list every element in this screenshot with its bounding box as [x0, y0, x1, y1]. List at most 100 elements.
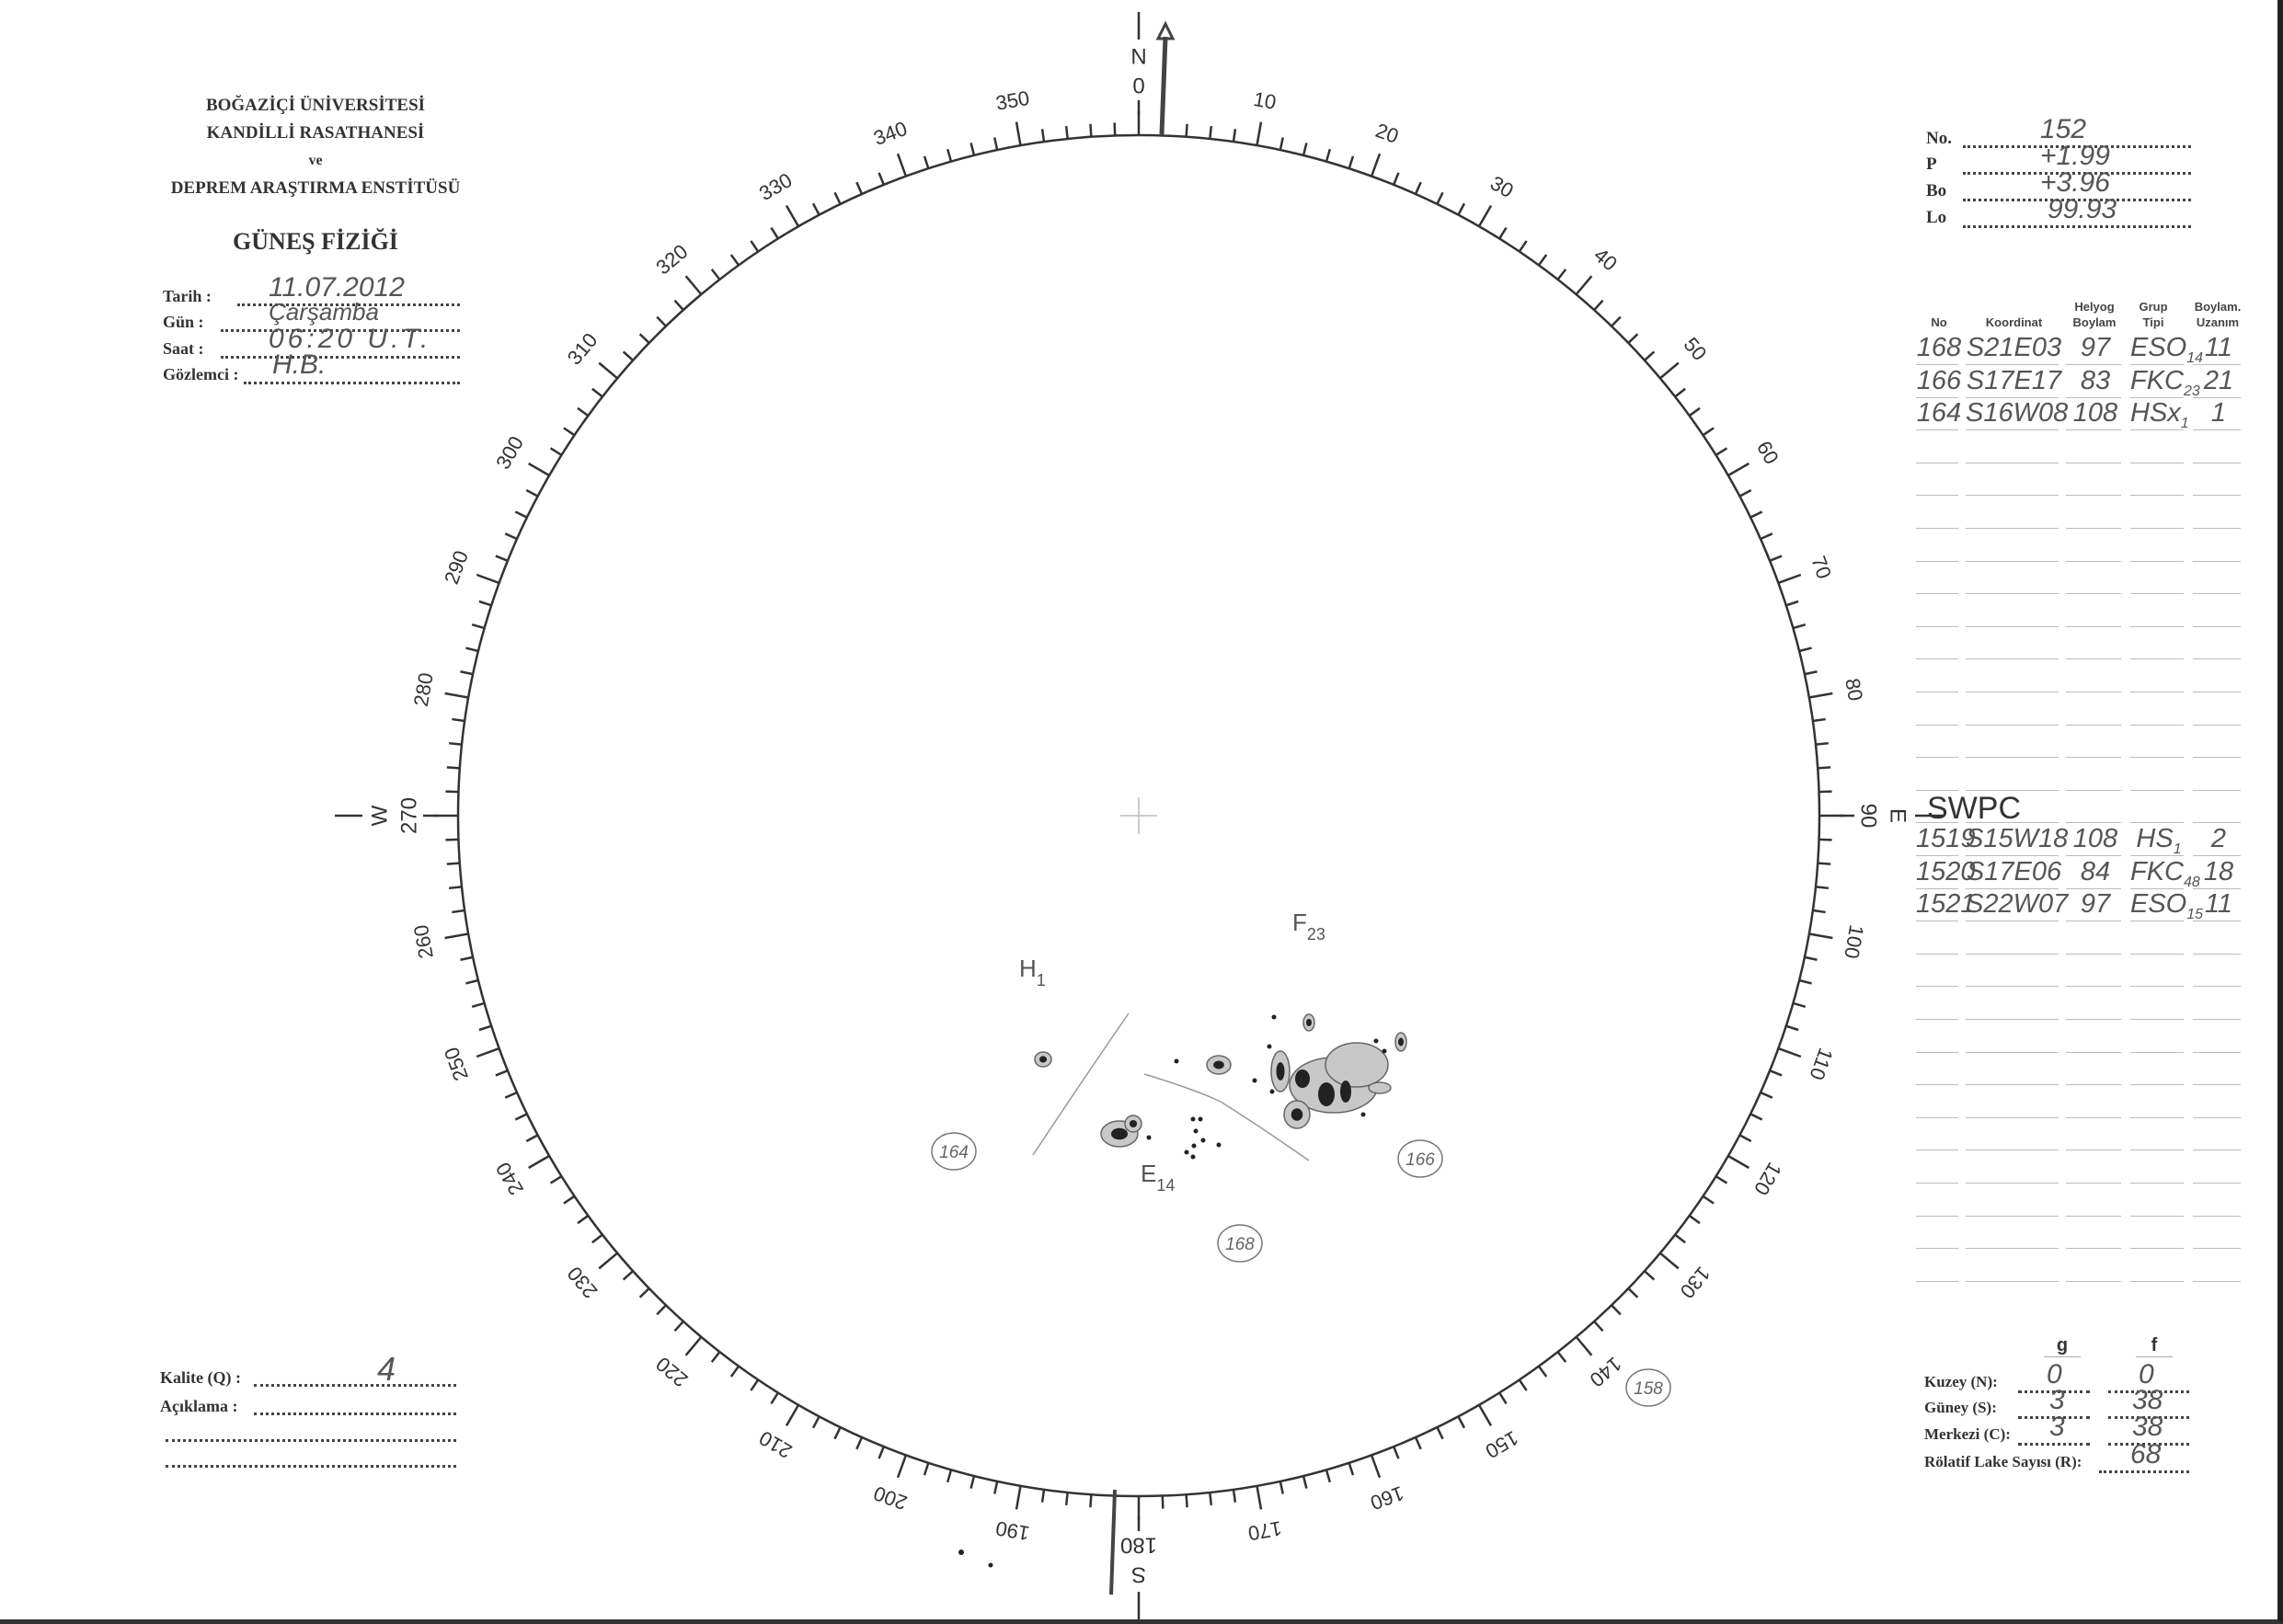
degree-label: 130	[1676, 1263, 1715, 1303]
cell-no[interactable]: 168	[1916, 333, 1962, 363]
pore	[1252, 1078, 1257, 1083]
group-count: 23	[1307, 925, 1325, 944]
degree-tick	[444, 692, 469, 699]
cell-coord[interactable]: S22W07	[1966, 889, 2068, 920]
p-value[interactable]: +1.99	[2040, 141, 2110, 171]
no-value[interactable]: 152	[2040, 114, 2087, 144]
relative-number-value[interactable]: 68	[2130, 1439, 2162, 1470]
table-rule	[2130, 528, 2184, 529]
degree-tick	[1674, 1233, 1686, 1244]
table-rule	[2130, 1149, 2184, 1151]
cell-type[interactable]: ESO14	[2130, 333, 2203, 367]
cell-helio[interactable]: 108	[2066, 398, 2125, 429]
degree-tick	[1537, 254, 1548, 267]
cell-type[interactable]: FKC23	[2130, 366, 2200, 400]
table-rule	[2130, 1248, 2184, 1250]
cell-type[interactable]: HS1	[2130, 824, 2187, 858]
cell-no[interactable]: 1521	[1916, 889, 1976, 920]
cell-helio[interactable]: 108	[2066, 824, 2125, 854]
cell-extent[interactable]: 2	[2193, 824, 2244, 854]
degree-tick	[495, 1069, 509, 1077]
degree-tick	[598, 1252, 618, 1270]
center-f-value[interactable]: 38	[2132, 1412, 2163, 1442]
cell-helio[interactable]: 83	[2066, 366, 2125, 396]
table-rule	[2066, 724, 2121, 726]
table-rule	[2193, 1019, 2241, 1020]
cell-helio-text: 108	[2072, 824, 2118, 853]
cell-extent[interactable]: 18	[2193, 857, 2244, 887]
degree-label: 340	[870, 117, 910, 150]
south-f-value[interactable]: 38	[2132, 1385, 2163, 1415]
degree-tick	[1498, 1391, 1508, 1405]
degree-tick	[946, 1469, 953, 1483]
table-rule	[2193, 495, 2241, 497]
table-rule	[2066, 757, 2121, 759]
day-value[interactable]: Çarşamba	[269, 298, 379, 326]
quality-line	[254, 1384, 456, 1387]
degree-label: 70	[1807, 553, 1836, 582]
lo-value[interactable]: 99.93	[2048, 194, 2117, 224]
remark-line-2[interactable]	[166, 1439, 456, 1442]
remark-line-3[interactable]	[166, 1465, 456, 1468]
remark-line-1[interactable]	[254, 1412, 456, 1415]
degree-tick	[1064, 1492, 1069, 1506]
degree-tick	[1414, 1436, 1422, 1450]
degree-label: 160	[1368, 1481, 1407, 1515]
cell-coord[interactable]: S15W18	[1966, 824, 2068, 854]
cell-type[interactable]: HSx1	[2130, 398, 2189, 432]
degree-tick	[855, 1436, 864, 1450]
degree-label: 190	[994, 1516, 1032, 1545]
south-label: Güney (S):	[1924, 1399, 1997, 1416]
cell-coord[interactable]: S21E03	[1966, 333, 2062, 363]
sunspot-umbra	[1129, 1119, 1138, 1128]
observer-value[interactable]: H.B.	[272, 349, 327, 380]
pore	[1200, 1138, 1206, 1143]
cell-coord[interactable]: S16W08	[1966, 398, 2068, 429]
cell-type[interactable]: FKC48	[2130, 857, 2200, 891]
cell-coord[interactable]: S17E06	[1966, 857, 2062, 887]
south-g-value[interactable]: 3	[2049, 1385, 2065, 1415]
cell-no[interactable]: 166	[1916, 366, 1962, 396]
cell-helio[interactable]: 84	[2066, 857, 2125, 887]
table-rule	[2066, 1084, 2121, 1086]
center-label: Merkezi (C):	[1924, 1425, 2011, 1443]
degree-tick	[465, 978, 479, 985]
circled-group-164-circle	[931, 1132, 977, 1171]
north-g-value[interactable]: 0	[2047, 1359, 2062, 1390]
table-rule	[1916, 528, 1958, 529]
degree-tick	[527, 1154, 550, 1170]
cell-no[interactable]: 164	[1916, 398, 1962, 429]
pore	[1174, 1058, 1179, 1064]
p-line	[1963, 172, 2191, 175]
center-g-value[interactable]: 3	[2049, 1412, 2065, 1442]
degree-tick	[878, 1446, 885, 1459]
cardinal-marker-s: 180 S	[1120, 1516, 1157, 1619]
time-value[interactable]: 06:20 U.T.	[269, 324, 432, 354]
no-line	[1963, 145, 2191, 148]
axis-arrow-icon	[1155, 20, 1176, 40]
cell-extent[interactable]: 21	[2193, 366, 2244, 396]
cell-no[interactable]: 1520	[1916, 857, 1976, 887]
cell-extent[interactable]: 11	[2193, 889, 2244, 920]
degree-tick	[896, 1454, 908, 1479]
table-rule	[2066, 1149, 2121, 1151]
cell-no[interactable]: 1519	[1916, 824, 1976, 854]
cell-extent[interactable]: 1	[2193, 398, 2244, 429]
north-f-value[interactable]: 0	[2139, 1359, 2154, 1390]
cell-coord-text: S16W08	[1966, 398, 2069, 429]
cell-extent[interactable]: 11	[2193, 333, 2244, 363]
date-value[interactable]: 11.07.2012	[269, 272, 405, 303]
cell-coord[interactable]: S17E17	[1966, 366, 2062, 396]
degree-tick	[923, 1462, 930, 1476]
cell-type[interactable]: ESO15	[2130, 889, 2203, 923]
sunspot-umbra	[1306, 1018, 1312, 1027]
quality-value[interactable]: 4	[377, 1350, 396, 1388]
cell-helio[interactable]: 97	[2066, 333, 2125, 363]
table-rule	[2193, 887, 2241, 889]
cell-no-text: 168	[1916, 333, 1962, 362]
cell-helio[interactable]: 97	[2066, 889, 2125, 920]
degree-tick	[1325, 1469, 1332, 1483]
bo-value[interactable]: +3.96	[2040, 167, 2110, 198]
day-line	[221, 329, 460, 332]
degree-tick	[1627, 1287, 1639, 1298]
